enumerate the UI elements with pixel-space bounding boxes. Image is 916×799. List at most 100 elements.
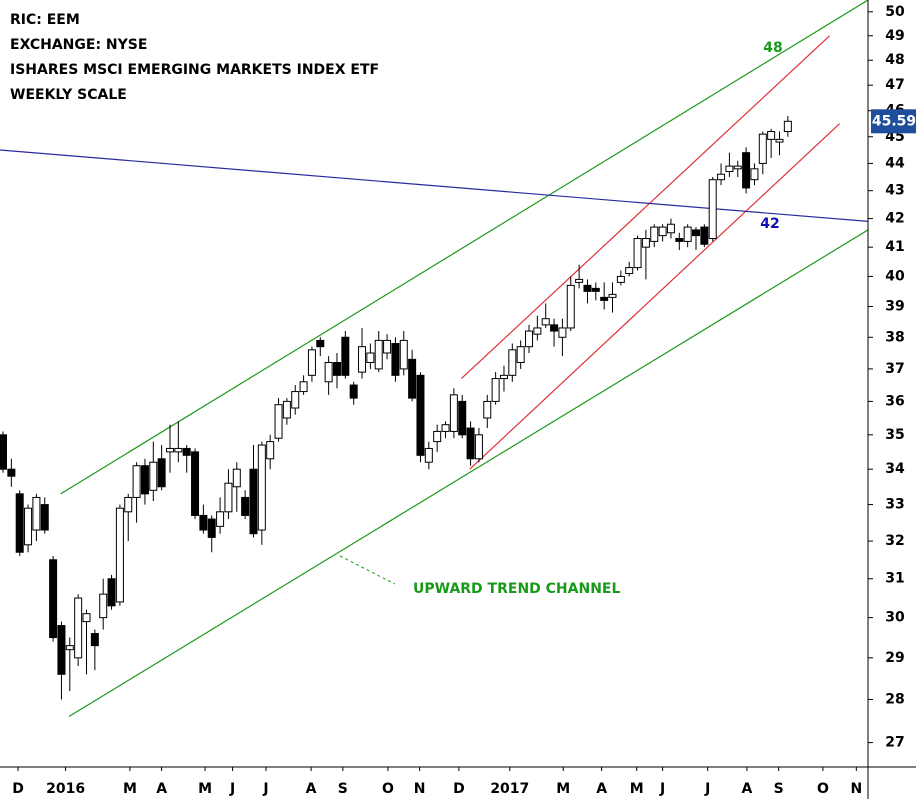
candle-body bbox=[441, 424, 450, 432]
candle-body bbox=[625, 267, 634, 274]
candle-body bbox=[274, 404, 283, 439]
annotation: UPWARD TREND CHANNEL bbox=[413, 581, 620, 597]
y-tick-label: 39 bbox=[885, 298, 904, 314]
candle-body bbox=[783, 120, 792, 132]
x-tick-label: M bbox=[123, 781, 137, 797]
candle-body bbox=[207, 518, 216, 538]
x-tick-label: A bbox=[306, 781, 317, 797]
candle-body bbox=[0, 434, 8, 470]
y-tick-label: 32 bbox=[885, 533, 904, 549]
x-tick-label: D bbox=[12, 781, 24, 797]
candle-body bbox=[241, 496, 250, 516]
y-tick-label: 40 bbox=[885, 268, 905, 284]
candle-body bbox=[558, 327, 567, 338]
x-tick-label: D bbox=[453, 781, 465, 797]
candle-body bbox=[583, 284, 592, 292]
candle-body bbox=[257, 444, 266, 531]
y-tick-label: 49 bbox=[885, 28, 904, 44]
x-tick-label: A bbox=[156, 781, 167, 797]
y-tick-label: 44 bbox=[885, 155, 905, 171]
candle-body bbox=[15, 493, 24, 553]
candle-body bbox=[99, 593, 108, 619]
candle-body bbox=[90, 633, 99, 647]
last-price-label: 45.59 bbox=[872, 113, 916, 129]
candle-body bbox=[7, 468, 16, 477]
candle-body bbox=[216, 511, 225, 527]
candle-body bbox=[316, 339, 325, 348]
candle-body bbox=[416, 374, 425, 456]
candle-body bbox=[332, 362, 341, 376]
candle-body bbox=[132, 465, 141, 498]
candle-body bbox=[74, 597, 83, 659]
x-tick-label: 2016 bbox=[46, 781, 85, 797]
candle-body bbox=[82, 613, 91, 623]
candle-body bbox=[483, 400, 492, 419]
candle-body bbox=[433, 430, 442, 443]
candle-body bbox=[683, 226, 692, 242]
candle-body bbox=[717, 173, 726, 181]
candle-body bbox=[232, 468, 241, 488]
candle-body bbox=[383, 339, 392, 354]
candle-body bbox=[408, 358, 417, 399]
annotation: 48 bbox=[763, 40, 782, 56]
candle-body bbox=[49, 559, 58, 639]
candle-body bbox=[65, 645, 74, 651]
candle-body bbox=[291, 391, 300, 409]
candle-body bbox=[608, 293, 617, 298]
title-line: RIC: EEM bbox=[10, 12, 80, 28]
y-tick-label: 50 bbox=[885, 4, 905, 20]
candle-body bbox=[499, 374, 508, 380]
candle-body bbox=[391, 343, 400, 376]
candle-body bbox=[575, 278, 584, 283]
y-tick-label: 48 bbox=[885, 52, 904, 68]
x-tick-label: N bbox=[850, 781, 862, 797]
candle-body bbox=[399, 339, 408, 370]
candle-body bbox=[550, 324, 559, 332]
candle-body bbox=[650, 226, 659, 242]
candle-body bbox=[40, 504, 49, 531]
x-tick-label: M bbox=[556, 781, 570, 797]
candle-body bbox=[525, 330, 534, 348]
candle-body bbox=[341, 336, 350, 376]
candle-body bbox=[725, 165, 734, 173]
x-tick-label: S bbox=[774, 781, 784, 797]
candle-body bbox=[24, 507, 33, 546]
candle-body bbox=[32, 496, 41, 531]
title-line: EXCHANGE: NYSE bbox=[10, 37, 147, 53]
y-tick-label: 37 bbox=[885, 361, 904, 377]
candle-body bbox=[282, 400, 291, 419]
candle-body bbox=[466, 427, 475, 460]
x-tick-label: S bbox=[338, 781, 348, 797]
candle-body bbox=[149, 461, 158, 491]
candle-body bbox=[658, 226, 667, 237]
annotation-pointer bbox=[339, 555, 396, 585]
y-tick-label: 27 bbox=[885, 735, 904, 751]
candle-body bbox=[767, 130, 776, 140]
y-tick-label: 38 bbox=[885, 329, 904, 345]
candle-body bbox=[140, 465, 149, 495]
candle-body bbox=[324, 362, 333, 383]
candle-body bbox=[458, 400, 467, 436]
candle-body bbox=[374, 339, 383, 370]
x-tick-label: M bbox=[630, 781, 644, 797]
x-tick-label: A bbox=[742, 781, 753, 797]
y-tick-label: 47 bbox=[885, 77, 904, 93]
y-tick-label: 34 bbox=[885, 461, 905, 477]
candle-body bbox=[758, 133, 767, 164]
candle-body bbox=[591, 287, 600, 292]
candle-body bbox=[633, 238, 642, 269]
x-tick-label: O bbox=[817, 781, 829, 797]
candle-body bbox=[700, 226, 709, 245]
candle-body bbox=[742, 152, 751, 189]
candle-body bbox=[199, 514, 208, 531]
candle-body bbox=[491, 378, 500, 402]
candle-body bbox=[708, 179, 717, 240]
x-tick-label: A bbox=[596, 781, 607, 797]
y-tick-label: 35 bbox=[885, 427, 904, 443]
candle-body bbox=[224, 482, 233, 513]
candle-body bbox=[366, 352, 375, 364]
y-tick-label: 41 bbox=[885, 239, 904, 255]
candle-body bbox=[600, 296, 609, 301]
candle-body bbox=[641, 238, 650, 248]
